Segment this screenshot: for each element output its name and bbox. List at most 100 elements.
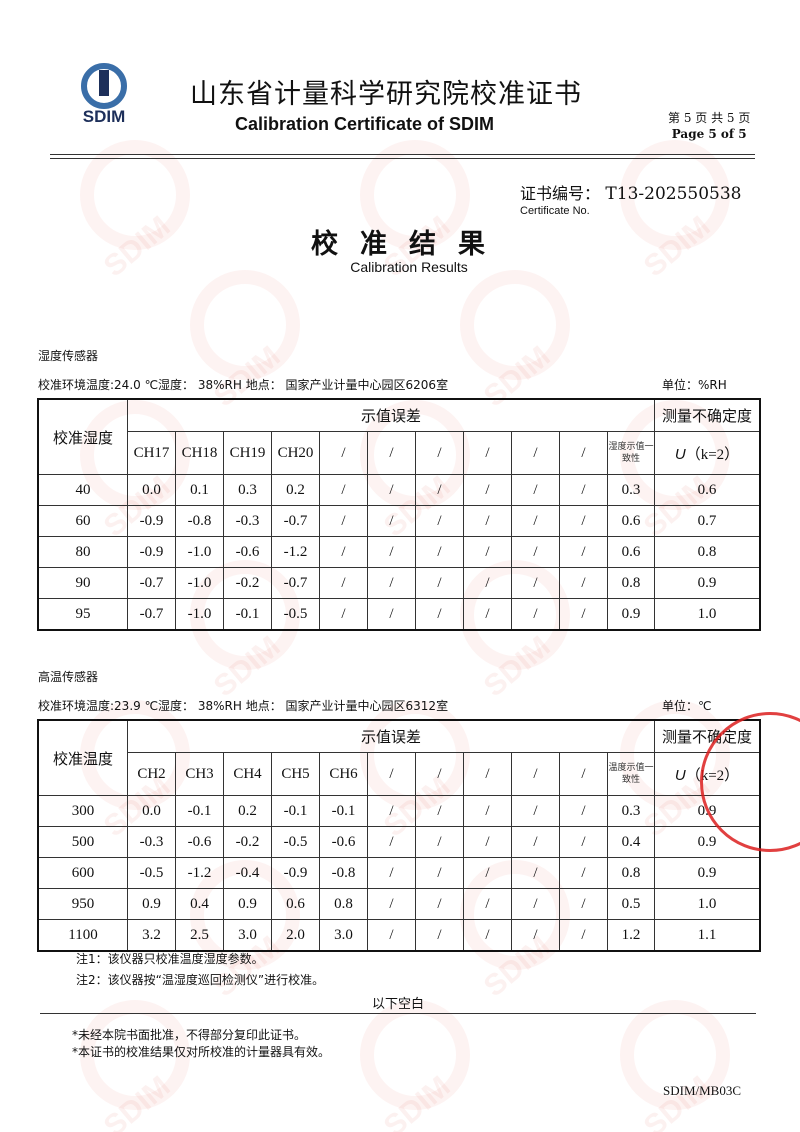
results-title-en: Calibration Results: [350, 259, 468, 275]
error-value: /: [511, 567, 560, 599]
humidity-table: 校准湿度 示值误差 测量不确定度 CH17 CH18 CH19 CH20// / / / / 湿度示值…: [37, 398, 761, 631]
error-value: /: [463, 536, 512, 568]
consistency-value: 1.2: [607, 919, 655, 952]
error-value: /: [559, 795, 608, 827]
error-value: 0.0: [127, 795, 176, 827]
col-header-consistency: 湿度示值一致性: [607, 431, 655, 475]
error-value: /: [559, 919, 608, 952]
consistency-value: 0.8: [607, 857, 655, 889]
error-value: -0.1: [319, 795, 368, 827]
title-cn: 山东省计量科学研究院校准证书: [190, 79, 582, 110]
channel-header: CH18: [175, 431, 224, 475]
cert-label: 证书编号：: [520, 184, 601, 203]
error-value: /: [463, 598, 512, 631]
table-row: 90 -0.7 -1.0 -0.2 -0.7// / / //0.8 0.9: [37, 567, 761, 599]
error-value: /: [463, 919, 512, 952]
error-value: /: [559, 474, 608, 506]
reference-value: 1100: [37, 919, 128, 952]
uncertainty-value: 1.0: [654, 888, 761, 920]
error-value: -0.9: [127, 505, 176, 537]
col-header-uk: U（k=2）: [654, 431, 761, 475]
error-value: -0.8: [319, 857, 368, 889]
header-row: 校准温度 示值误差 测量不确定度: [37, 719, 761, 796]
error-value: 0.4: [175, 888, 224, 920]
header-row: CH2 CH3 CH4 CH5 CH6// / / / 温度示值一致性 U（k=2）: [38, 752, 761, 796]
divider: [50, 154, 755, 155]
error-value: -0.9: [271, 857, 320, 889]
error-value: -1.0: [175, 598, 224, 631]
cert-label-en: Certificate No.: [520, 205, 590, 217]
channel-header: /: [559, 752, 608, 796]
error-value: -0.3: [223, 505, 272, 537]
error-value: /: [559, 505, 608, 537]
reference-value: 600: [37, 857, 128, 889]
error-value: /: [463, 888, 512, 920]
divider: [50, 158, 755, 159]
error-value: /: [415, 474, 464, 506]
table-row: 60 -0.9 -0.8 -0.3 -0.7// / / //0.6 0.7: [37, 505, 761, 537]
error-value: /: [511, 598, 560, 631]
error-value: 2.0: [271, 919, 320, 952]
error-value: /: [511, 857, 560, 889]
footer-line-1: *未经本院书面批准，不得部分复印此证书。: [72, 1028, 307, 1042]
results-title: 校准结果: [311, 229, 507, 260]
error-value: /: [559, 598, 608, 631]
col-header-error: 示值误差: [127, 398, 655, 432]
error-value: /: [415, 919, 464, 952]
consistency-value: 0.4: [607, 826, 655, 858]
error-value: -0.5: [127, 857, 176, 889]
channel-header: /: [367, 431, 416, 475]
channel-header: /: [415, 431, 464, 475]
error-value: 0.8: [319, 888, 368, 920]
error-value: /: [511, 826, 560, 858]
error-value: /: [559, 567, 608, 599]
header-row: CH17 CH18 CH19 CH20// / / / / 湿度示值一致性 U（k=2）: [38, 431, 761, 475]
error-value: -0.1: [175, 795, 224, 827]
consistency-value: 0.9: [607, 598, 655, 631]
error-value: 0.9: [127, 888, 176, 920]
uncertainty-value: 1.0: [654, 598, 761, 631]
error-value: /: [367, 474, 416, 506]
k-label: （k=2）: [685, 446, 740, 463]
reference-value: 40: [37, 474, 128, 506]
error-value: /: [559, 888, 608, 920]
error-value: 0.9: [223, 888, 272, 920]
channel-header: CH17: [127, 431, 176, 475]
u-label: U: [674, 445, 686, 463]
sdim-logo: SDIM: [81, 63, 127, 126]
reference-value: 300: [37, 795, 128, 827]
page-cn: 第 5 页 共 5 页: [668, 111, 751, 125]
channel-header: CH5: [271, 752, 320, 796]
reference-value: 95: [37, 598, 128, 631]
error-value: /: [319, 598, 368, 631]
title-en: Calibration Certificate of SDIM: [235, 114, 495, 134]
header-row: 校准湿度 示值误差 测量不确定度: [37, 398, 761, 475]
error-value: -0.5: [271, 826, 320, 858]
error-value: /: [463, 826, 512, 858]
temperature-table: 校准温度 示值误差 测量不确定度 CH2 CH3 CH4 CH5 CH6// / / / 温度示值一致…: [37, 719, 761, 952]
error-value: -0.6: [319, 826, 368, 858]
channel-header: CH3: [175, 752, 224, 796]
error-value: -0.9: [127, 536, 176, 568]
col-header-reference: 校准湿度: [37, 398, 128, 475]
col-header-error: 示值误差: [127, 719, 655, 753]
consistency-value: 0.6: [607, 505, 655, 537]
error-value: -1.0: [175, 536, 224, 568]
col-header-reference: 校准温度: [37, 719, 128, 796]
table-row: 950 0.9 0.4 0.9 0.6 0.8// / //0.5 1.0: [37, 888, 761, 920]
error-value: /: [367, 888, 416, 920]
error-value: /: [463, 795, 512, 827]
blank-below: 以下空白: [372, 997, 425, 1012]
channel-header: CH20: [271, 431, 320, 475]
unit-humidity: 单位：%RH: [662, 378, 727, 392]
error-value: /: [367, 567, 416, 599]
reference-value: 60: [37, 505, 128, 537]
error-value: /: [319, 567, 368, 599]
channel-header: /: [559, 431, 608, 475]
channel-header: /: [463, 752, 512, 796]
error-value: 3.0: [319, 919, 368, 952]
reference-value: 80: [37, 536, 128, 568]
env-temperature: 校准环境温度:23.9 ℃湿度： 38%RH 地点： 国家产业计量中心园区631…: [38, 699, 449, 713]
error-value: 0.1: [175, 474, 224, 506]
uncertainty-value: 0.9: [654, 567, 761, 599]
